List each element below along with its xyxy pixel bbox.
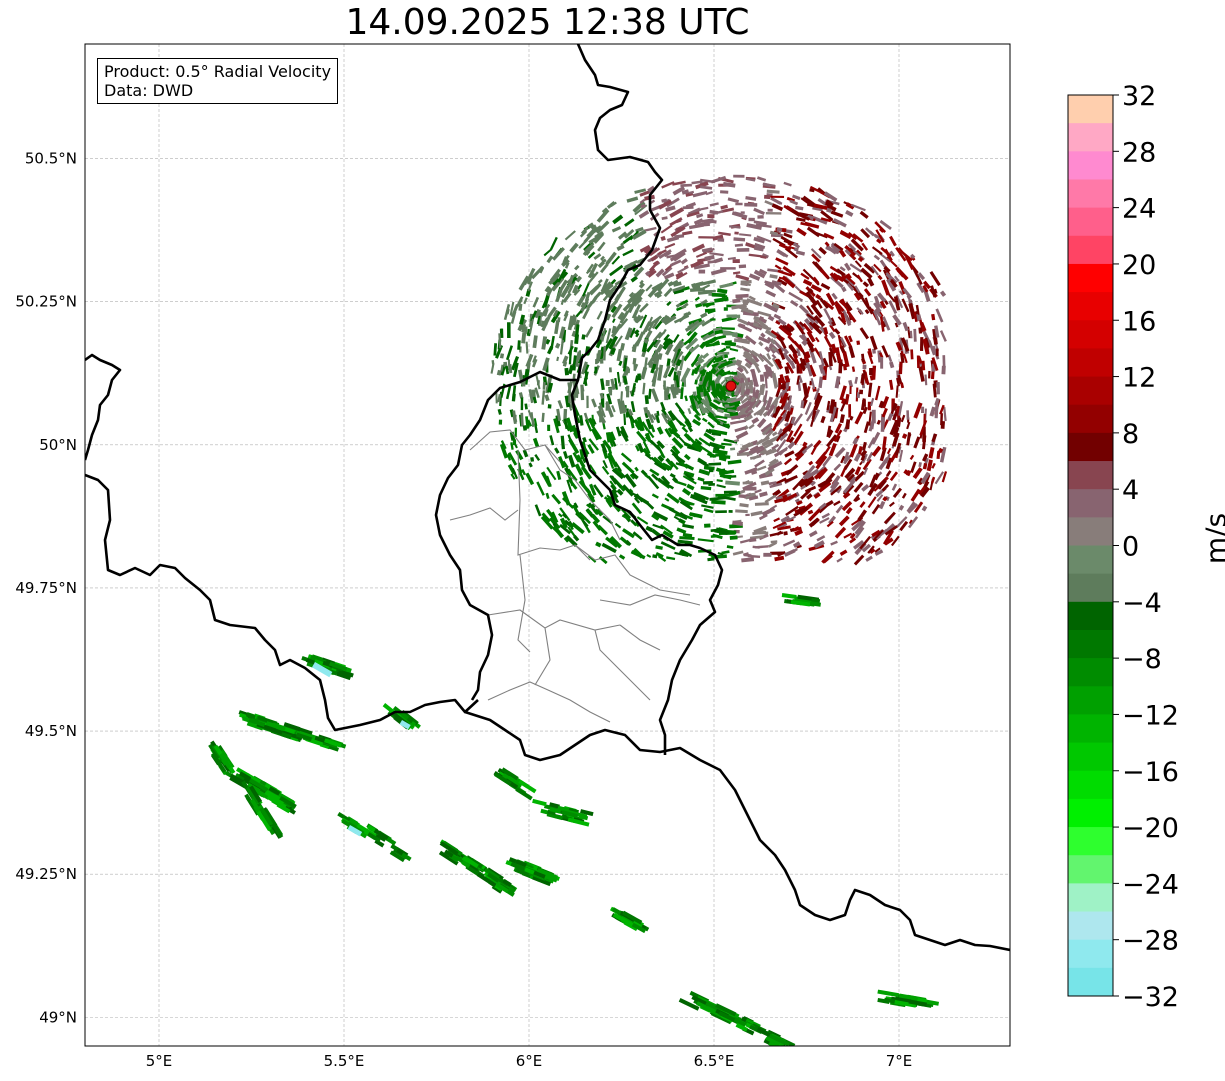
lon-tick-label: 6°E	[516, 1052, 543, 1070]
lon-tick-label: 5.5°E	[324, 1052, 365, 1070]
plot-frame	[84, 43, 1011, 1047]
colorbar-swatch	[1068, 883, 1113, 913]
colorbar-swatch	[1068, 714, 1113, 744]
colorbar-unit-label: m/s	[1199, 512, 1225, 565]
colorbar-swatch	[1068, 123, 1113, 152]
lon-tick-label: 5°E	[146, 1052, 173, 1070]
colorbar-swatch	[1068, 573, 1113, 603]
country-border	[464, 710, 1010, 952]
colorbar-tick-label: 0	[1122, 532, 1139, 563]
colorbar-swatch	[1068, 967, 1113, 997]
colorbar-swatch	[1068, 855, 1113, 884]
lat-tick-label: 50°N	[39, 436, 77, 454]
lat-tick-label: 49.25°N	[15, 865, 77, 883]
colorbar-tick-label: −32	[1122, 982, 1179, 1013]
colorbar-swatch	[1068, 461, 1113, 490]
colorbar-swatch	[1068, 629, 1113, 659]
plot-area	[85, 44, 1010, 1046]
map-title: 14.09.2025 12:38 UTC	[345, 2, 750, 43]
country-border	[570, 44, 724, 755]
colorbar-tick-label: 4	[1122, 475, 1139, 506]
data-source-label: Data: DWD	[104, 81, 194, 100]
colorbar-swatch	[1068, 95, 1113, 124]
colorbar-swatch	[1068, 545, 1113, 575]
colorbar-swatch	[1068, 798, 1113, 828]
lat-tick-label: 49.75°N	[15, 579, 77, 597]
colorbar-tick-label: −12	[1122, 700, 1179, 731]
colorbar-tick-label: 12	[1122, 363, 1156, 394]
colorbar-swatch	[1068, 686, 1113, 715]
country-border	[434, 370, 578, 701]
velocity-colorbar: 32 28 24 20 16 12 8 4 0 −4 −8 −12 −16 −20 −24 −28 −32	[1067, 81, 1179, 1013]
colorbar-tick-label: −20	[1122, 813, 1179, 844]
lon-tick-label: 6.5°E	[694, 1052, 735, 1070]
info-box: Product: 0.5° Radial Velocity Data: DWD	[97, 58, 339, 104]
colorbar-tick-label: −4	[1122, 588, 1162, 619]
colorbar-swatch	[1068, 151, 1113, 180]
colorbar-swatch	[1068, 517, 1113, 546]
colorbar-tick-label: 24	[1122, 194, 1156, 225]
colorbar-tick-label: −8	[1122, 644, 1162, 675]
lon-tick-label: 7°E	[886, 1052, 913, 1070]
colorbar-swatch	[1068, 207, 1113, 237]
lat-tick-label: 49°N	[39, 1008, 77, 1026]
southwest-echoes	[208, 593, 940, 1046]
colorbar-swatch	[1068, 179, 1113, 209]
colorbar-tick-label: 32	[1122, 81, 1156, 112]
colorbar-swatch	[1068, 292, 1113, 321]
colorbar-swatch	[1068, 939, 1113, 969]
country-border	[85, 473, 479, 732]
colorbar-swatch	[1068, 376, 1113, 406]
colorbar-swatch	[1068, 235, 1113, 265]
colorbar-swatch	[1068, 601, 1113, 631]
colorbar-swatch	[1068, 489, 1113, 518]
colorbar-tick-label: 16	[1122, 306, 1156, 337]
colorbar-swatch	[1068, 770, 1113, 800]
colorbar-swatch	[1068, 658, 1113, 687]
colorbar-tick-label: 20	[1122, 250, 1156, 281]
colorbar-swatch	[1068, 432, 1113, 462]
colorbar-tick-label: −16	[1122, 757, 1179, 788]
colorbar-swatch	[1068, 404, 1113, 434]
colorbar-swatch	[1068, 827, 1113, 856]
velocity-echoes	[490, 174, 948, 566]
radar-site-marker	[725, 380, 737, 392]
colorbar-swatch	[1068, 911, 1113, 941]
lat-tick-label: 50.25°N	[15, 293, 77, 311]
lat-tick-label: 50.5°N	[25, 150, 77, 168]
colorbar-tick-label: 8	[1122, 419, 1139, 450]
colorbar-swatch	[1068, 263, 1113, 293]
country-border	[85, 353, 122, 461]
colorbar-swatch	[1068, 348, 1113, 378]
colorbar-tick-label: −24	[1122, 869, 1179, 900]
colorbar-swatch	[1068, 742, 1113, 772]
colorbar-swatch	[1068, 320, 1113, 349]
lat-tick-label: 49.5°N	[25, 722, 77, 740]
boundaries	[85, 44, 1010, 952]
colorbar-tick-label: −28	[1122, 926, 1179, 957]
product-label: Product: 0.5° Radial Velocity	[104, 62, 332, 81]
colorbar-tick-label: 28	[1122, 137, 1156, 168]
